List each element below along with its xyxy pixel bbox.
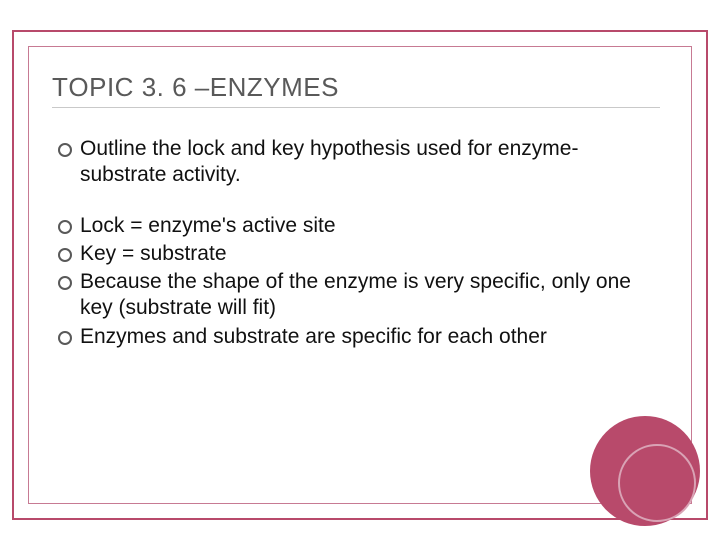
bullet-group-2: Lock = enzyme's active site Key = substr… — [52, 213, 660, 350]
bullet-text: Because the shape of the enzyme is very … — [80, 270, 631, 319]
title-nzymes: NZYMES — [228, 72, 339, 102]
slide-title: TOPIC 3. 6 –ENZYMES — [52, 72, 660, 108]
list-item: Because the shape of the enzyme is very … — [58, 269, 660, 322]
bullet-text: Lock = enzyme's active site — [80, 214, 336, 237]
corner-circle-decor — [590, 416, 700, 526]
bullet-text: Enzymes and substrate are specific for e… — [80, 325, 547, 348]
list-item: Outline the lock and key hypothesis used… — [58, 136, 660, 189]
title-e: E — [210, 72, 228, 102]
list-item: Lock = enzyme's active site — [58, 213, 660, 239]
bullet-group-1: Outline the lock and key hypothesis used… — [52, 136, 660, 189]
list-item: Enzymes and substrate are specific for e… — [58, 324, 660, 350]
title-opic: OPIC — [68, 72, 134, 102]
title-number: 3. 6 – — [134, 72, 210, 102]
title-t: T — [52, 72, 68, 102]
bullet-text: Key = substrate — [80, 242, 227, 265]
list-item: Key = substrate — [58, 241, 660, 267]
bullet-text: Outline the lock and key hypothesis used… — [80, 137, 578, 186]
slide-content: TOPIC 3. 6 –ENZYMES Outline the lock and… — [52, 72, 660, 352]
